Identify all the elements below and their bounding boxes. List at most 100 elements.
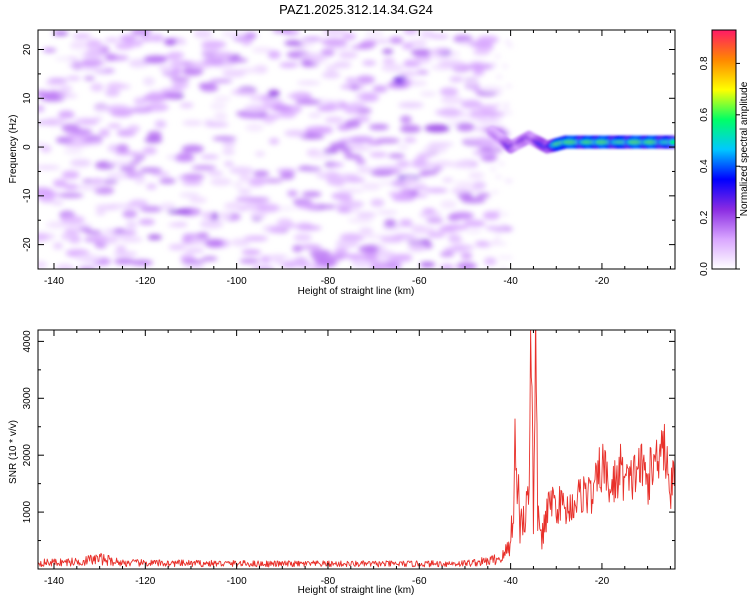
spectrogram-noise-blob bbox=[449, 211, 474, 220]
spectrogram-noise-blobs bbox=[38, 30, 514, 269]
spectrogram-noise-blob bbox=[451, 244, 475, 251]
spectrogram-noise-blob bbox=[335, 239, 359, 249]
y-tick-label: 10 bbox=[22, 92, 33, 104]
spectrogram-noise-blob bbox=[199, 219, 224, 229]
spectrogram-noise-blob bbox=[507, 44, 514, 48]
spectrogram-noise-blob bbox=[231, 88, 257, 96]
spectrogram-noise-blob bbox=[159, 64, 174, 73]
spectrogram-noise-blob bbox=[408, 39, 428, 48]
spectrogram-noise-blob bbox=[495, 112, 502, 116]
spectrogram-noise-blob bbox=[396, 160, 411, 167]
spectrogram-noise-blob bbox=[147, 131, 162, 139]
spectrogram-noise-blob bbox=[134, 175, 146, 185]
spectrogram-noise-blob bbox=[122, 209, 138, 219]
spectrogram-noise-blob bbox=[251, 266, 275, 269]
spectrogram-noise-blob bbox=[372, 85, 388, 93]
spectrogram-noise-blob bbox=[130, 259, 154, 266]
spectrogram-noise-blob bbox=[454, 181, 475, 187]
snr-y-label: SNR (10 * v/v) bbox=[8, 420, 19, 484]
spectrogram-noise-blob bbox=[84, 49, 104, 58]
spectrogram-noise-blob bbox=[338, 51, 358, 59]
spectrogram-noise-blob bbox=[344, 177, 366, 183]
spectrogram-noise-blob bbox=[496, 119, 503, 123]
spectrogram-noise-blob bbox=[94, 204, 119, 211]
spectrogram-noise-blob bbox=[113, 258, 135, 265]
spectrogram-noise-blob bbox=[193, 30, 213, 39]
spectrogram-noise-blob bbox=[491, 147, 498, 151]
spectrogram-noise-blob bbox=[42, 47, 57, 53]
spectrogram-noise-blob bbox=[61, 123, 80, 133]
spectrogram-noise-blob bbox=[200, 154, 219, 159]
spectrogram-noise-blob bbox=[388, 83, 412, 88]
spectrogram-noise-blob bbox=[449, 76, 464, 83]
spectrogram-noise-blob bbox=[80, 60, 107, 66]
spectrogram-noise-blob bbox=[171, 82, 190, 88]
spectrogram-noise-blob bbox=[293, 233, 312, 242]
spectrogram-noise-blob bbox=[182, 120, 203, 127]
spectrogram-noise-blob bbox=[170, 68, 183, 75]
spectrogram-noise-blob bbox=[402, 61, 421, 68]
spectrogram-noise-blob bbox=[104, 37, 120, 43]
spectrogram-noise-blob bbox=[119, 34, 136, 43]
spectrogram-noise-blob bbox=[284, 40, 302, 47]
spectrogram-noise-blob bbox=[456, 122, 475, 132]
spectrogram-noise-blob bbox=[93, 106, 109, 112]
spectrogram-noise-blob bbox=[140, 205, 163, 213]
spectrogram-noise-blob bbox=[159, 202, 177, 211]
spectrogram-noise-blob bbox=[185, 248, 205, 253]
spectrogram-noise-blob bbox=[77, 266, 97, 269]
spectrogram-noise-blob bbox=[296, 80, 321, 86]
spectrogram-noise-blob bbox=[301, 191, 322, 198]
spectrogram-y-axis: -20 -10 0 10 20 bbox=[22, 44, 675, 270]
spectrogram-noise-blob bbox=[323, 148, 339, 154]
spectrogram-noise-blob bbox=[170, 76, 190, 82]
spectrogram-noise-blob bbox=[496, 225, 503, 229]
spectrogram-noise-blob bbox=[401, 42, 414, 50]
spectrogram-noise-blob bbox=[468, 172, 485, 179]
spectrogram-frame bbox=[37, 29, 676, 270]
spectrogram-noise-blob bbox=[66, 76, 81, 81]
spectrogram-noise-blob bbox=[182, 66, 204, 76]
spectrogram-noise-blob bbox=[63, 183, 79, 191]
spectrogram-noise-blob bbox=[381, 63, 404, 72]
colorbar-tick-label: 0.0 bbox=[699, 262, 710, 276]
spectrogram-noise-blob bbox=[67, 56, 79, 61]
spectrogram-noise-blob bbox=[496, 75, 503, 79]
spectrogram-noise-blob bbox=[278, 111, 297, 118]
spectrogram-noise-blob bbox=[338, 188, 364, 194]
spectrogram-noise-blob bbox=[342, 33, 356, 41]
spectrogram-noise-blob bbox=[402, 176, 418, 186]
spectrogram-noise-blob bbox=[502, 64, 509, 68]
spectrogram-noise-blob bbox=[439, 251, 455, 258]
spectrogram-noise-blob bbox=[365, 31, 385, 37]
spectrogram-noise-blob bbox=[217, 211, 232, 221]
spectrogram-noise-blob bbox=[375, 250, 396, 257]
spectrogram-noise-blob bbox=[51, 199, 64, 206]
spectrogram-noise-blob bbox=[400, 237, 424, 242]
spectrogram-noise-blob bbox=[292, 244, 303, 253]
spectrogram-noise-blob bbox=[295, 98, 322, 105]
spectrogram-noise-blob bbox=[368, 123, 390, 131]
spectrogram-noise-blob bbox=[245, 123, 264, 132]
spectrogram-noise-blob bbox=[358, 227, 374, 235]
spectrogram-noise-blob bbox=[229, 166, 255, 175]
spectrogram-noise-blob bbox=[168, 222, 188, 227]
spectrogram-noise-blob bbox=[106, 82, 125, 90]
spectrogram-noise-blob bbox=[440, 107, 460, 115]
spectrogram-noise-blob bbox=[494, 103, 501, 107]
snr-panel: -140 -120 -100 -80 -60 -40 -20 1000 2000 3000 400… bbox=[8, 329, 676, 596]
spectrogram-noise-blob bbox=[418, 172, 430, 177]
spectrogram-noise-blob bbox=[309, 249, 331, 257]
spectrogram-noise-blob bbox=[119, 165, 136, 172]
x-tick-label: -60 bbox=[412, 576, 427, 587]
y-tick-label: 1000 bbox=[22, 501, 33, 524]
spectrogram-noise-blob bbox=[249, 94, 263, 102]
spectrogram-noise-blob bbox=[449, 161, 474, 169]
spectrogram-noise-blob bbox=[223, 202, 243, 210]
spectrogram-noise-blob bbox=[69, 159, 92, 168]
spectrogram-noise-blob bbox=[308, 112, 322, 119]
spectrogram-noise-blob bbox=[344, 153, 363, 160]
spectrogram-noise-blob bbox=[267, 50, 281, 60]
spectrogram-noise-blob bbox=[164, 38, 177, 46]
